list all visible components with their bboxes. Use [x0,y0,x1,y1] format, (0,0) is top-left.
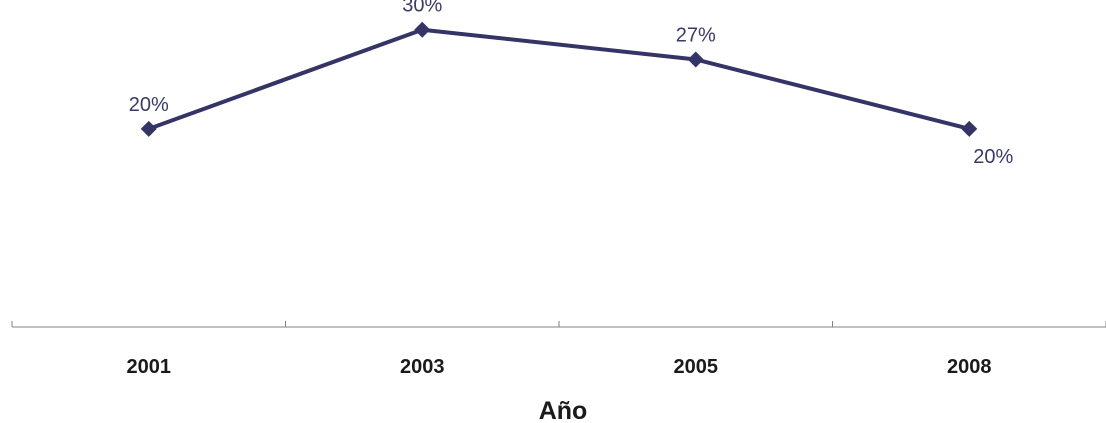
x-axis-title: Año [539,397,588,423]
x-tick-label: 2001 [127,356,172,378]
data-point-marker [961,120,978,137]
series-line [148,27,970,131]
x-axis [11,321,1106,328]
data-point-marker [414,21,431,38]
x-tick-label: 2003 [400,356,445,378]
series-layer [140,21,978,137]
tick-label-layer: 2001 2003 2005 2008 [127,356,992,378]
x-tick-label: 2005 [674,356,719,378]
data-label: 27% [676,24,716,46]
x-tick-label: 2008 [947,356,992,378]
data-point-marker [687,51,704,68]
data-point-marker [140,120,157,137]
data-label: 30% [402,0,442,17]
data-label-layer: 20% 30% 27% 20% [129,0,1014,168]
data-label: 20% [129,94,169,116]
data-label: 20% [973,146,1013,168]
